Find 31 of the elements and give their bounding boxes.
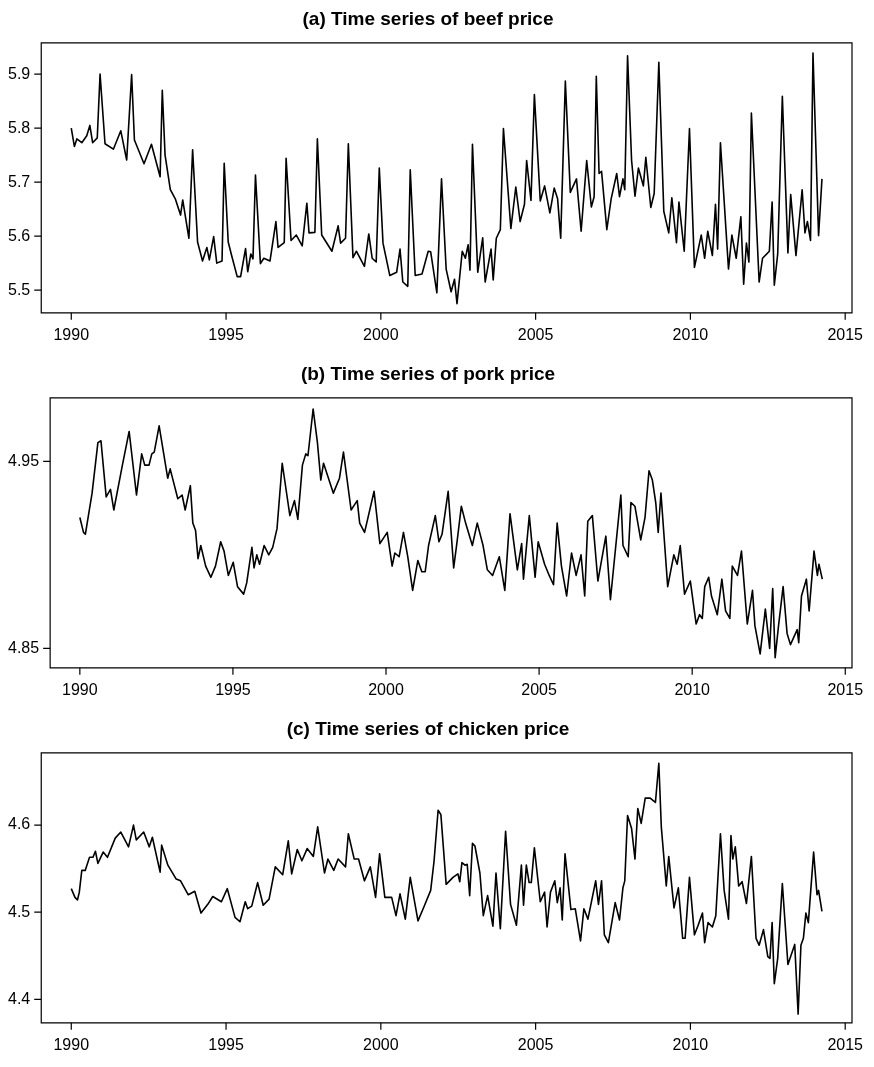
x-tick-label: 1995 (208, 1035, 244, 1053)
x-tick-label: 2015 (827, 1035, 864, 1053)
chart-title: (c) Time series of chicken price (286, 717, 570, 739)
y-tick-label: 5.5 (7, 280, 31, 298)
x-tick-label: 1990 (53, 1035, 90, 1053)
chart-title: (a) Time series of beef price (302, 7, 554, 29)
x-tick-label: 1995 (215, 680, 251, 698)
y-tick-label: 5.9 (7, 64, 31, 82)
x-tick-label: 1990 (62, 680, 98, 698)
y-tick-label: 4.5 (7, 902, 31, 920)
x-tick-label: 2005 (517, 325, 554, 343)
x-tick-label: 2010 (672, 325, 709, 343)
y-tick-label: 5.8 (7, 118, 31, 136)
x-tick-label: 2000 (363, 325, 399, 343)
x-tick-label: 2005 (521, 680, 557, 698)
chart-title: (b) Time series of pork price (300, 362, 556, 384)
y-tick-label: 4.95 (8, 451, 40, 469)
y-tick-label: 4.6 (7, 815, 31, 833)
x-tick-label: 2010 (674, 680, 711, 698)
y-tick-label: 5.7 (7, 172, 31, 190)
x-tick-label: 2010 (672, 1035, 709, 1053)
y-tick-label: 4.4 (7, 989, 31, 1007)
x-tick-label: 1995 (208, 325, 244, 343)
y-tick-label: 4.85 (8, 638, 40, 656)
y-tick-label: 5.6 (7, 226, 31, 244)
x-tick-label: 2000 (368, 680, 404, 698)
x-tick-label: 2015 (827, 680, 864, 698)
x-tick-label: 2005 (517, 1035, 554, 1053)
x-tick-label: 1990 (53, 325, 90, 343)
x-tick-label: 2015 (827, 325, 864, 343)
x-tick-label: 2000 (363, 1035, 399, 1053)
